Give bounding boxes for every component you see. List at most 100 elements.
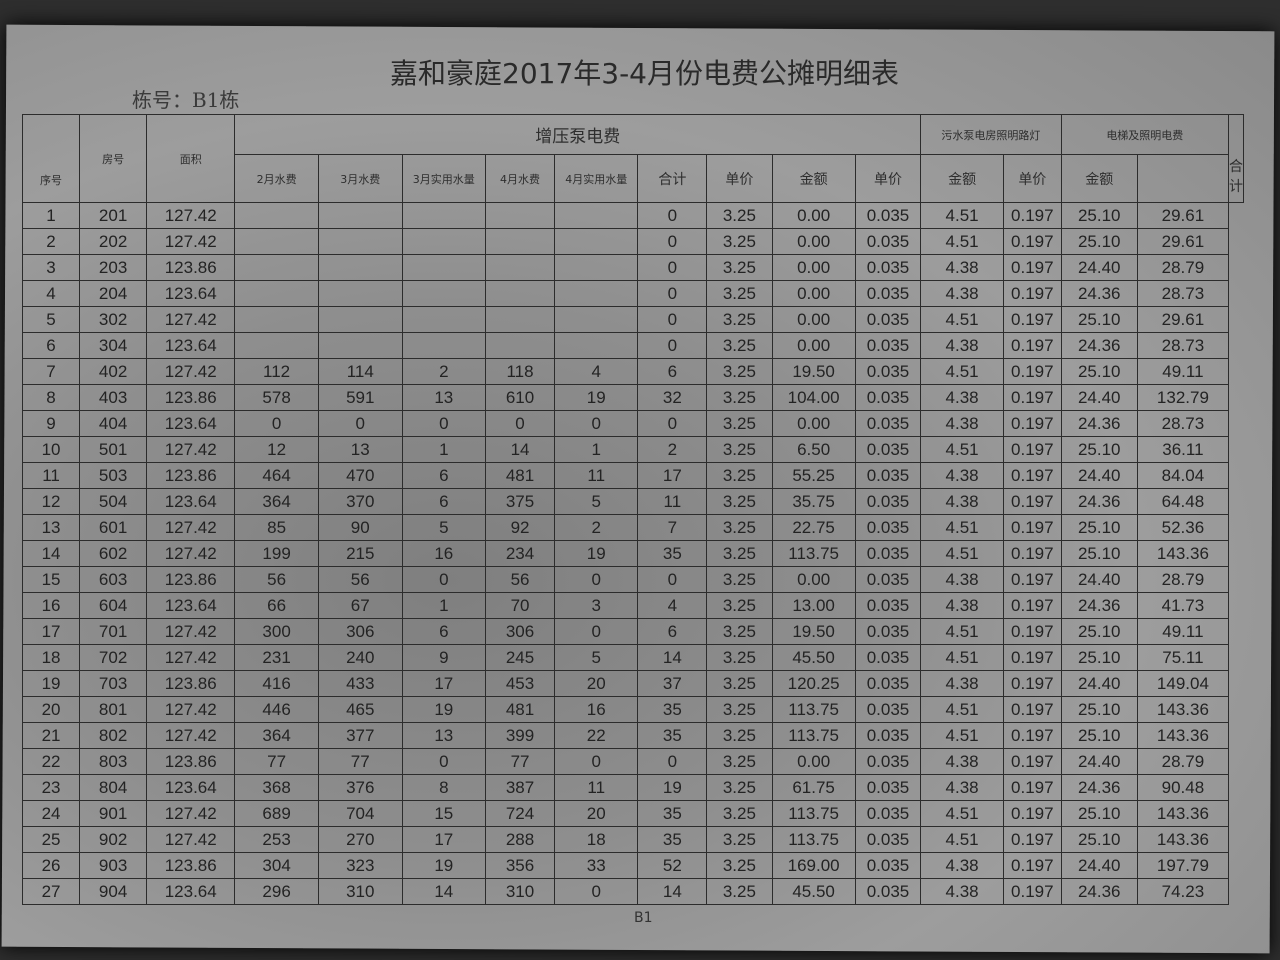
cell-seq: 24 <box>21 800 81 827</box>
cell-mar-use: 14 <box>401 878 487 905</box>
cell-apr-use: 19 <box>554 384 639 411</box>
cell-mar-water <box>317 202 403 229</box>
header-room: 房号 <box>79 114 148 203</box>
cell-mar-use: 0 <box>401 748 487 775</box>
cell-sewage-amount: 4.51 <box>920 202 1004 229</box>
cell-sewage-price: 0.035 <box>854 280 922 307</box>
cell-area: 127.42 <box>146 618 236 645</box>
cell-total: 0 <box>637 280 708 307</box>
cell-sewage-amount: 4.38 <box>920 462 1004 489</box>
cell-unit-price: 3.25 <box>706 618 773 645</box>
cell-apr-use: 20 <box>554 800 639 827</box>
cell-room: 802 <box>79 722 148 749</box>
cell-area: 127.42 <box>146 228 236 255</box>
header-feb-water: 2月水费 <box>234 154 319 203</box>
cell-mar-water: 67 <box>317 592 403 619</box>
cell-sewage-amount: 4.38 <box>920 852 1004 879</box>
cell-elevator-amount: 24.36 <box>1060 878 1138 905</box>
cell-sewage-amount: 4.51 <box>920 514 1004 541</box>
cell-mar-use: 6 <box>401 488 487 515</box>
cell-apr-use: 4 <box>554 358 639 385</box>
cell-mar-use: 2 <box>401 358 487 385</box>
cell-apr-use <box>554 280 639 307</box>
cell-elevator-amount: 25.10 <box>1060 358 1138 385</box>
cell-sewage-price: 0.035 <box>854 514 922 541</box>
cell-total: 0 <box>637 228 708 255</box>
header-grand-total: 合计 <box>1228 114 1244 203</box>
cell-room: 504 <box>79 488 148 515</box>
cell-elevator-price: 0.197 <box>1003 436 1062 463</box>
cell-feb-water <box>234 202 319 229</box>
cell-elevator-price: 0.197 <box>1003 202 1062 229</box>
cell-sewage-amount: 4.38 <box>920 280 1004 307</box>
cell-apr-use: 0 <box>554 748 639 775</box>
cell-grand-total: 28.73 <box>1136 410 1230 437</box>
cell-sewage-price: 0.035 <box>854 384 922 411</box>
cell-elevator-price: 0.197 <box>1003 592 1062 619</box>
cell-seq: 11 <box>21 462 81 489</box>
table-row: 26 903 123.86 304 323 19 356 33 52 3.25 169.00 0.03… <box>21 852 1244 879</box>
cell-unit-price: 3.25 <box>706 358 773 385</box>
cell-elevator-amount: 25.10 <box>1060 800 1138 827</box>
cell-room: 302 <box>79 306 148 333</box>
cell-amount: 113.75 <box>771 800 856 827</box>
cell-amount: 0.00 <box>771 306 856 333</box>
table-row: 21 802 127.42 364 377 13 399 22 35 3.25 113.75 0.03… <box>21 722 1244 749</box>
cell-mar-water: 240 <box>317 644 403 671</box>
cell-mar-use <box>401 254 487 281</box>
cell-sewage-price: 0.035 <box>854 410 922 437</box>
cell-room: 503 <box>79 462 148 489</box>
cell-unit-price: 3.25 <box>706 254 773 281</box>
cell-mar-water: 310 <box>317 878 403 905</box>
cell-apr-water: 0 <box>485 410 556 437</box>
cell-elevator-amount: 24.36 <box>1060 280 1138 307</box>
cell-unit-price: 3.25 <box>706 514 773 541</box>
header-sewage-price: 单价 <box>854 154 922 203</box>
cell-mar-water: 704 <box>317 800 403 827</box>
cell-feb-water: 578 <box>234 384 319 411</box>
cell-mar-use: 5 <box>401 514 487 541</box>
cell-sewage-price: 0.035 <box>854 618 922 645</box>
cell-mar-use: 19 <box>401 852 487 879</box>
cell-seq: 4 <box>21 280 81 307</box>
table-row: 1 201 127.42 0 3.25 0.00 0.035 4.51 0.197 25.10 29… <box>21 202 1244 229</box>
table-row: 4 204 123.64 0 3.25 0.00 0.035 4.38 0.197 24.36 28… <box>21 280 1244 307</box>
cell-seq: 3 <box>21 254 81 281</box>
cell-sewage-price: 0.035 <box>854 878 922 905</box>
header-unit-price: 单价 <box>706 154 773 203</box>
cell-mar-water: 465 <box>317 696 403 723</box>
cell-feb-water: 689 <box>234 800 319 827</box>
cell-room: 201 <box>79 202 148 229</box>
cell-apr-use: 19 <box>554 540 639 567</box>
document-title: 嘉和豪庭2017年3-4月份电费公摊明细表 <box>390 57 899 90</box>
cell-apr-water: 77 <box>485 748 556 775</box>
cell-amount: 113.75 <box>771 696 856 723</box>
cell-sewage-amount: 4.38 <box>920 410 1004 437</box>
cell-area: 123.86 <box>146 254 236 281</box>
cell-total: 17 <box>637 462 708 489</box>
cell-elevator-amount: 25.10 <box>1060 644 1138 671</box>
cell-total: 35 <box>637 826 708 853</box>
table-row: 6 304 123.64 0 3.25 0.00 0.035 4.38 0.197 24.36 28… <box>21 332 1244 359</box>
cell-grand-total: 29.61 <box>1136 306 1230 333</box>
cell-room: 901 <box>79 800 148 827</box>
cell-elevator-amount: 24.36 <box>1060 488 1138 515</box>
cell-sewage-price: 0.035 <box>854 228 922 255</box>
cell-room: 902 <box>79 826 148 853</box>
cell-area: 123.64 <box>146 488 236 515</box>
cell-seq: 9 <box>21 410 81 437</box>
cell-total: 0 <box>637 306 708 333</box>
cell-sewage-amount: 4.51 <box>920 228 1004 255</box>
cell-amount: 19.50 <box>771 618 856 645</box>
cell-elevator-price: 0.197 <box>1003 852 1062 879</box>
cell-sewage-price: 0.035 <box>854 722 922 749</box>
cell-seq: 26 <box>21 852 81 879</box>
cell-unit-price: 3.25 <box>706 722 773 749</box>
cell-apr-use: 1 <box>554 436 639 463</box>
cell-amount: 169.00 <box>771 852 856 879</box>
cell-sewage-price: 0.035 <box>854 358 922 385</box>
cell-seq: 5 <box>21 306 81 333</box>
cell-seq: 2 <box>21 228 81 255</box>
cell-apr-water: 375 <box>485 488 556 515</box>
page-footer: B1 <box>634 910 653 926</box>
